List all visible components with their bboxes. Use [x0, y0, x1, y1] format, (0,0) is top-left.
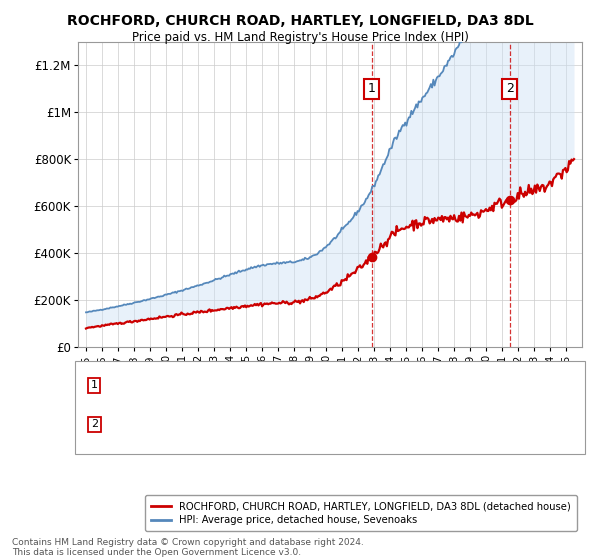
Text: £382,500: £382,500	[330, 379, 386, 392]
Text: Contains HM Land Registry data © Crown copyright and database right 2024.
This d: Contains HM Land Registry data © Crown c…	[12, 538, 364, 557]
Text: 25% ↓ HPI: 25% ↓ HPI	[450, 379, 512, 392]
Text: 2: 2	[506, 82, 514, 95]
Text: 08-NOV-2012: 08-NOV-2012	[210, 379, 289, 392]
Text: Price paid vs. HM Land Registry's House Price Index (HPI): Price paid vs. HM Land Registry's House …	[131, 31, 469, 44]
Text: 1: 1	[368, 82, 376, 95]
Text: 1: 1	[91, 380, 98, 390]
Text: ROCHFORD, CHURCH ROAD, HARTLEY, LONGFIELD, DA3 8DL: ROCHFORD, CHURCH ROAD, HARTLEY, LONGFIEL…	[67, 14, 533, 28]
Text: £625,000: £625,000	[330, 418, 386, 431]
Legend: ROCHFORD, CHURCH ROAD, HARTLEY, LONGFIELD, DA3 8DL (detached house), HPI: Averag: ROCHFORD, CHURCH ROAD, HARTLEY, LONGFIEL…	[145, 496, 577, 531]
Text: 2: 2	[91, 419, 98, 430]
Text: 24% ↓ HPI: 24% ↓ HPI	[450, 418, 512, 431]
Text: 25-JUN-2021: 25-JUN-2021	[210, 418, 285, 431]
